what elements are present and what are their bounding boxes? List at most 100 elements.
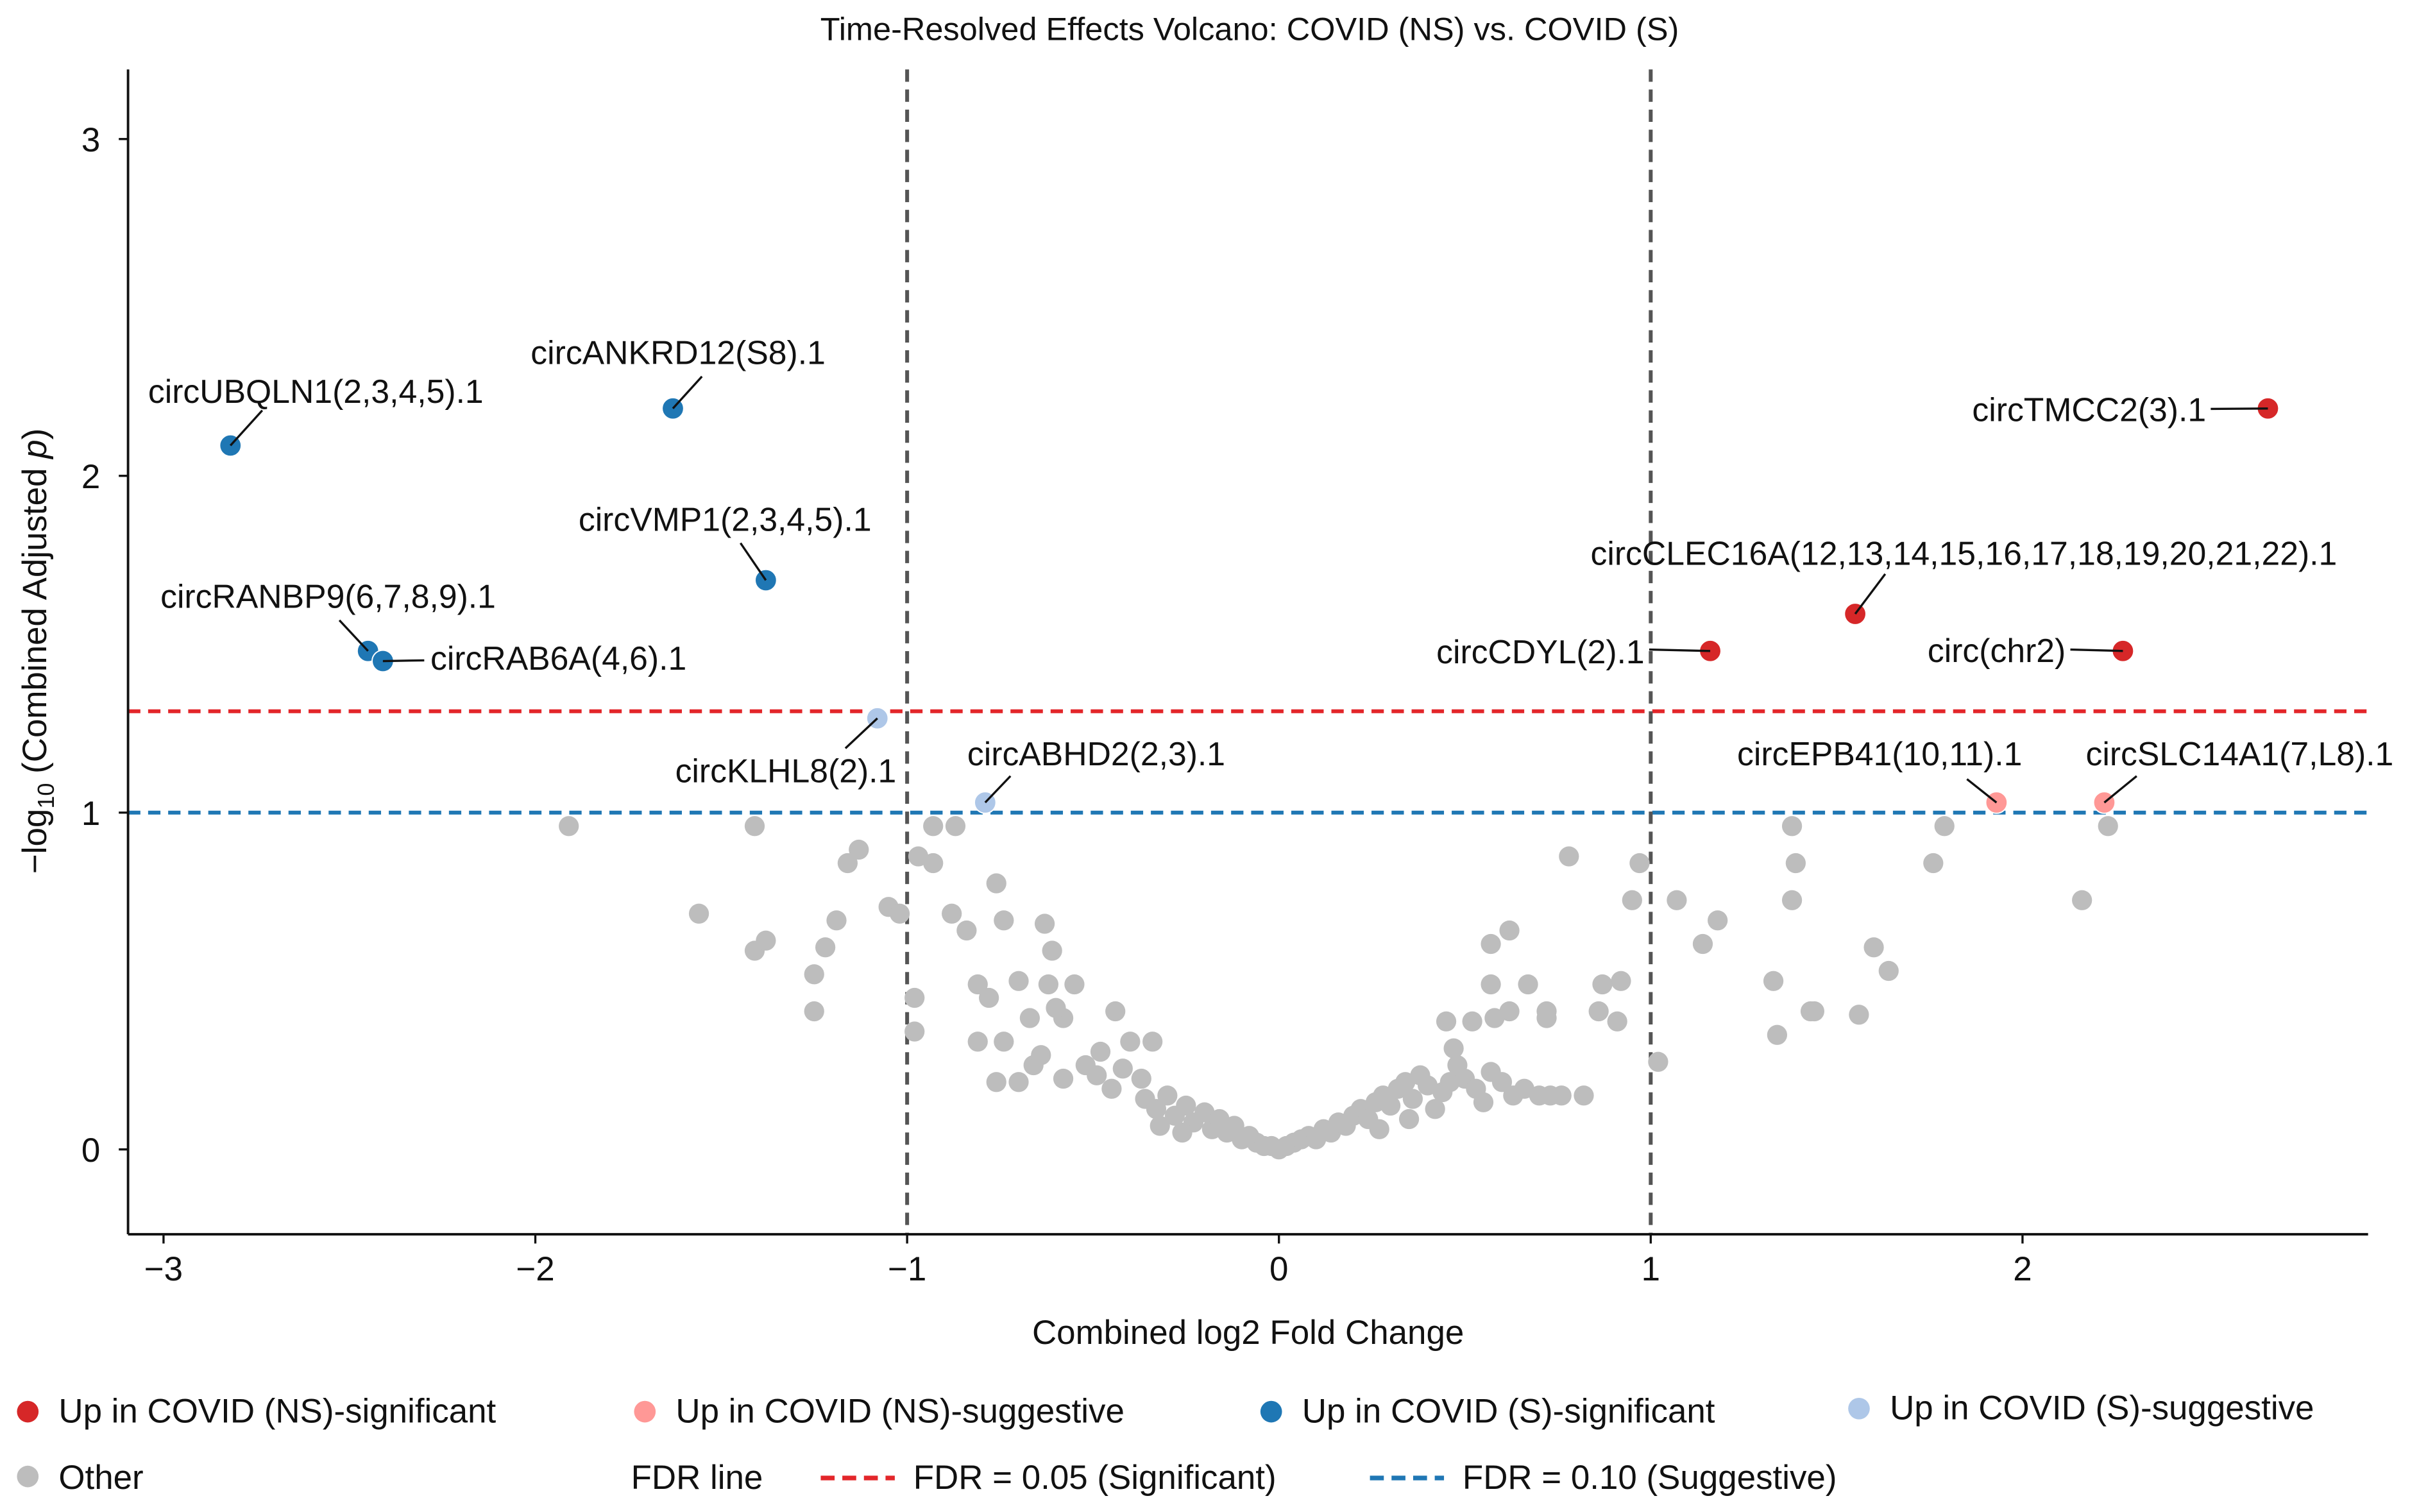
point-other [804,1001,824,1022]
legend-label-other: Other [58,1459,143,1497]
point-other [1112,1058,1133,1079]
point-other [688,903,709,924]
point-other [1518,974,1538,995]
x-tick-label: 1 [1642,1250,1660,1288]
legend-fdr-title: FDR line [631,1459,763,1497]
point-other [1863,937,1884,958]
point-other [967,974,988,995]
point-other [889,903,910,924]
point-other [1120,1032,1141,1052]
point-other [1592,974,1613,995]
point-other [979,987,999,1008]
point-other [942,903,962,924]
point-other [1064,974,1085,995]
data-points [219,396,2280,1160]
point-other [1499,920,1520,941]
point-other [815,937,836,958]
point-other [1462,1011,1482,1032]
point-other [1767,1024,1788,1045]
legend-label-s-sug: Up in COVID (S)-suggestive [1890,1389,2314,1427]
point-other [1934,816,1955,837]
y-tick-label: 3 [81,121,100,159]
point-other [849,839,869,860]
point-other [923,853,944,874]
point-other [994,1032,1014,1052]
point-other [804,964,824,985]
point-other [1075,1055,1096,1076]
x-axis-label: Combined log2 Fold Change [1032,1314,1464,1352]
point-other [1648,1051,1668,1072]
point-other [1923,853,1944,874]
x-tick-label: −2 [516,1250,554,1288]
x-tick-label: −3 [144,1250,183,1288]
point-other [1781,890,1803,910]
point-other [904,1021,925,1042]
point-other [1042,940,1062,961]
leader-line [338,619,369,652]
point-other [1878,960,1899,981]
x-tick-label: 0 [1269,1250,1288,1288]
leader-line [1854,573,1887,615]
leader-line [1649,648,1711,652]
point-other [986,1072,1006,1092]
point-other [1763,971,1784,991]
point-labels: circUBQLN1(2,3,4,5).1 circANKRD12(S8).1 ci… [148,334,2393,804]
point-other [923,816,944,837]
point-other [1574,1085,1594,1106]
point-other [2098,816,2118,837]
point-label: circVMP1(2,3,4,5).1 [579,500,872,538]
leader-line [2103,775,2137,804]
point-other [1667,890,1687,910]
point-other [1551,1085,1572,1106]
point-other [986,873,1006,894]
point-label: circCLEC16A(12,13,14,15,16,17,18,19,20,2… [1591,534,2338,572]
leader-line [672,375,703,409]
point-other [1008,971,1029,991]
point-other [1105,1001,1126,1022]
point-other [559,816,579,837]
y-tick-label: 0 [81,1132,100,1169]
point-other [1499,1001,1520,1022]
point-other [1436,1011,1457,1032]
point-other [1481,974,1501,995]
point-other [1053,1068,1074,1089]
leader-line [2070,648,2123,652]
point-other [1708,910,1728,931]
point-other [1369,1119,1389,1139]
point-other [837,853,858,874]
point-other [1622,890,1642,910]
axes: −3 −2 −1 0 1 2 0 1 2 3 [81,69,2368,1288]
point-other [1443,1038,1464,1058]
legend-label-ns-sig: Up in COVID (NS)-significant [58,1392,496,1430]
point-other [1536,1008,1557,1028]
point-label: circABHD2(2,3).1 [967,735,1225,772]
point-label: circEPB41(10,11).1 [1737,735,2022,772]
point-other [1629,853,1650,874]
point-label: circRAB6A(4,6).1 [430,640,686,677]
point-other [756,930,776,951]
point-other [1491,1072,1513,1092]
point-other [1607,1011,1627,1032]
point-other [945,816,966,837]
point-other [1402,1089,1423,1109]
point-other [1150,1116,1170,1136]
leader-line [739,542,767,581]
point-label: circKLHL8(2).1 [675,752,897,789]
chart-title: Time-Resolved Effects Volcano: COVID (NS… [820,11,1679,47]
point-other [1611,971,1631,991]
point-other [1019,1008,1040,1028]
x-tick-label: −1 [888,1250,926,1288]
point-other [1692,933,1713,955]
point-other [1849,1005,1869,1025]
point-other [1380,1095,1401,1116]
leader-line [844,717,878,749]
y-tick-label: 2 [81,458,100,496]
point-other [744,816,765,837]
legend-marker-other [17,1465,39,1488]
legend-label-s-sig: Up in COVID (S)-significant [1302,1392,1715,1430]
legend-label-fdr-005: FDR = 0.05 (Significant) [913,1459,1277,1497]
point-other [1157,1085,1178,1106]
point-other [1588,1001,1609,1022]
point-other [904,987,925,1008]
